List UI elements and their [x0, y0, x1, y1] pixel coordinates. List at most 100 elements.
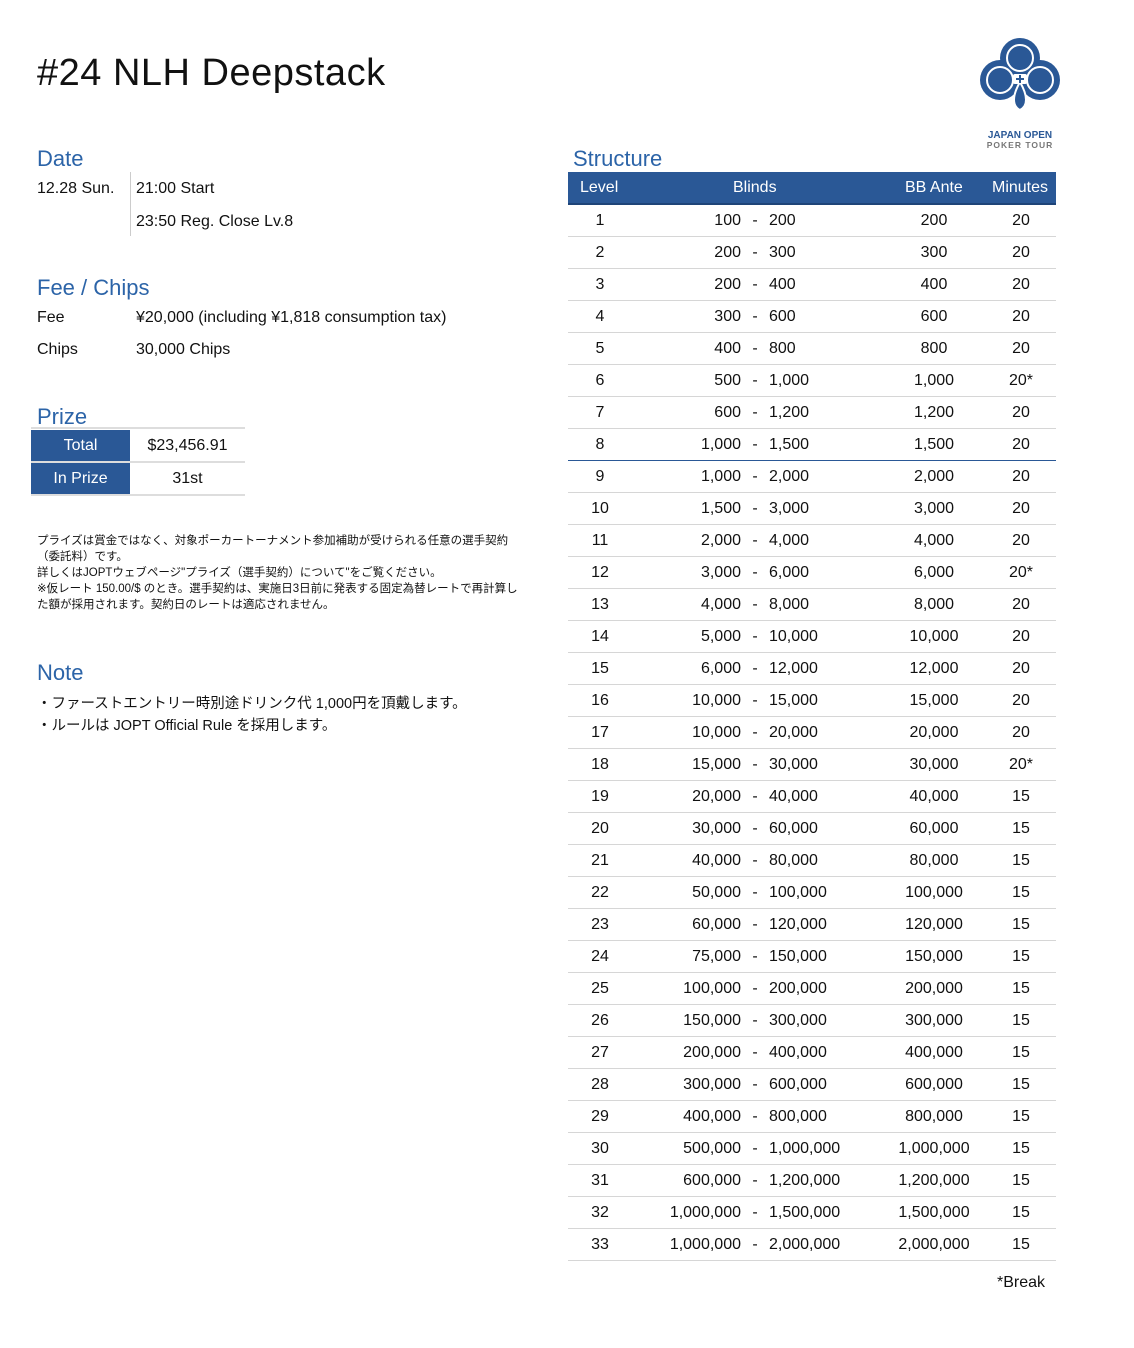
- table-row: 10 1,500-3,000 3,000 20: [568, 493, 1056, 525]
- level: 24: [591, 948, 609, 965]
- dash: -: [752, 1108, 758, 1125]
- minutes: 20: [1012, 404, 1030, 421]
- table-row: 17 10,000-20,000 20,000 20: [568, 717, 1056, 749]
- dash: -: [752, 692, 758, 709]
- table-row: 3 200-400 400 20: [568, 269, 1056, 301]
- small-blind: 2,000: [700, 532, 741, 549]
- minutes: 20*: [1008, 372, 1034, 389]
- dash: -: [752, 948, 758, 965]
- bb-ante: 100,000: [905, 884, 963, 901]
- small-blind: 500: [714, 372, 741, 389]
- level: 12: [591, 564, 609, 581]
- start-time: 21:00 Start: [136, 180, 215, 197]
- big-blind: 60,000: [769, 820, 818, 837]
- table-row: 6 500-1,000 1,000 20*: [568, 365, 1056, 397]
- big-blind: 400,000: [769, 1044, 827, 1061]
- minutes: 20: [1012, 532, 1030, 549]
- table-row: 20 30,000-60,000 60,000 15: [568, 813, 1056, 845]
- table-row: 7 600-1,200 1,200 20: [568, 397, 1056, 429]
- bb-ante: 1,500,000: [898, 1204, 970, 1221]
- big-blind: 1,200,000: [769, 1172, 841, 1189]
- date-day: 12.28 Sun.: [37, 180, 115, 197]
- big-blind: 4,000: [769, 532, 810, 549]
- divider: [31, 427, 245, 429]
- bb-ante: 300: [920, 244, 948, 261]
- small-blind: 1,000,000: [669, 1236, 741, 1253]
- bb-ante: 4,000: [913, 532, 955, 549]
- big-blind: 2,000,000: [769, 1236, 841, 1253]
- small-blind: 150,000: [683, 1012, 741, 1029]
- level: 6: [595, 372, 605, 389]
- minutes: 20: [1012, 692, 1030, 709]
- big-blind: 1,000: [769, 372, 810, 389]
- prize-heading: Prize: [37, 404, 88, 429]
- dash: -: [752, 212, 758, 229]
- minutes: 20: [1012, 276, 1030, 293]
- table-row: 2 200-300 300 20: [568, 237, 1056, 269]
- big-blind: 40,000: [769, 788, 818, 805]
- level: 30: [591, 1140, 609, 1157]
- prize-total-row: Total $23,456.91: [31, 430, 245, 463]
- bb-ante: 600: [920, 308, 948, 325]
- small-blind: 200: [714, 276, 741, 293]
- level: 3: [595, 276, 605, 293]
- level: 19: [591, 788, 609, 805]
- level: 26: [591, 1012, 609, 1029]
- bb-ante: 10,000: [909, 628, 959, 645]
- bb-ante: 800,000: [905, 1108, 963, 1125]
- small-blind: 1,000: [700, 468, 741, 485]
- big-blind: 100,000: [769, 884, 827, 901]
- minutes: 15: [1012, 948, 1030, 965]
- dash: -: [752, 820, 758, 837]
- chips-value: 30,000 Chips: [136, 341, 231, 358]
- dash: -: [752, 308, 758, 325]
- table-row: 5 400-800 800 20: [568, 333, 1056, 365]
- table-row: 27 200,000-400,000 400,000 15: [568, 1037, 1056, 1069]
- small-blind: 3,000: [700, 564, 741, 581]
- note-item: ・ファーストエントリー時別途ドリンク代 1,000円を頂戴します。: [37, 696, 467, 712]
- minutes: 20: [1012, 308, 1030, 325]
- fee-value: ¥20,000 (including ¥1,818 consumption ta…: [136, 309, 447, 326]
- big-blind: 600: [769, 308, 796, 325]
- small-blind: 400: [714, 340, 741, 357]
- level: 28: [591, 1076, 609, 1093]
- minutes: 15: [1012, 788, 1030, 805]
- break-footnote: *Break: [997, 1274, 1046, 1291]
- minutes: 20: [1012, 436, 1030, 453]
- level: 29: [591, 1108, 609, 1125]
- small-blind: 30,000: [692, 820, 741, 837]
- bb-ante: 1,000,000: [898, 1140, 970, 1157]
- big-blind: 300: [769, 244, 796, 261]
- small-blind: 5,000: [700, 628, 741, 645]
- small-blind: 1,000,000: [669, 1204, 741, 1221]
- bb-ante: 1,000: [913, 372, 955, 389]
- bb-ante: 1,500: [913, 436, 955, 453]
- bb-ante: 1,200,000: [898, 1172, 970, 1189]
- small-blind: 1,000: [700, 436, 741, 453]
- minutes: 20*: [1008, 564, 1034, 581]
- total-value: $23,456.91: [147, 437, 228, 454]
- level: 27: [591, 1044, 609, 1061]
- bb-ante: 1,200: [913, 404, 955, 421]
- col-bb-ante: BB Ante: [905, 179, 963, 196]
- table-row: 1 100-200 200 20: [568, 205, 1056, 237]
- dash: -: [752, 276, 758, 293]
- minutes: 20: [1012, 340, 1030, 357]
- level: 5: [595, 340, 605, 357]
- bb-ante: 30,000: [909, 756, 959, 773]
- level: 10: [591, 500, 609, 517]
- club-logo-icon: [980, 38, 1060, 112]
- table-row: 23 60,000-120,000 120,000 15: [568, 909, 1056, 941]
- small-blind: 10,000: [692, 724, 741, 741]
- level: 33: [591, 1236, 609, 1253]
- table-row: 8 1,000-1,500 1,500 20: [568, 429, 1056, 461]
- minutes: 20: [1012, 596, 1030, 613]
- small-blind: 20,000: [692, 788, 741, 805]
- level: 16: [591, 692, 609, 709]
- dash: -: [752, 756, 758, 773]
- table-row: 11 2,000-4,000 4,000 20: [568, 525, 1056, 557]
- level: 1: [595, 212, 605, 229]
- note-item: ・ルールは JOPT Official Rule を採用します。: [37, 718, 337, 734]
- bb-ante: 8,000: [913, 596, 955, 613]
- level: 4: [595, 308, 605, 325]
